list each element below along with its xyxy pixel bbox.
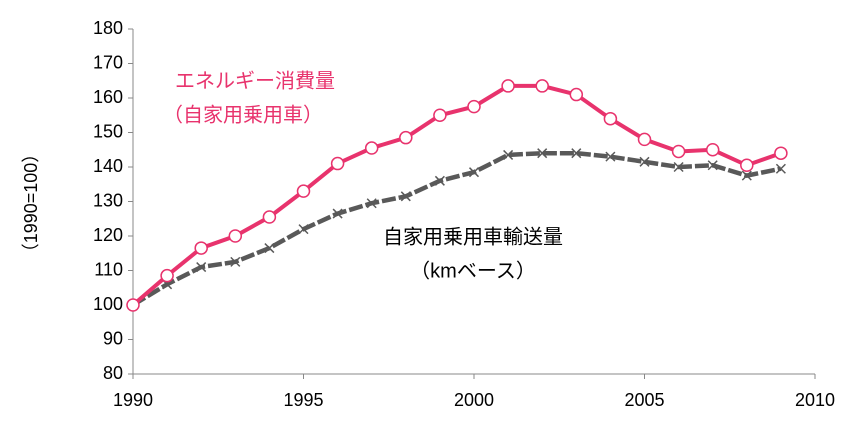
point <box>126 298 140 312</box>
point <box>503 149 514 160</box>
point <box>571 148 582 159</box>
point <box>707 160 718 171</box>
point <box>433 108 447 122</box>
point <box>605 151 616 162</box>
point <box>705 143 720 157</box>
y-tick-label: 80 <box>103 363 123 383</box>
y-tick-label: 170 <box>93 52 123 72</box>
x-tick-label: 1995 <box>283 390 323 410</box>
series-line <box>131 150 782 307</box>
point <box>741 170 752 181</box>
point <box>639 156 650 167</box>
point <box>537 148 548 159</box>
point <box>775 163 786 174</box>
point <box>296 184 311 198</box>
point <box>637 132 652 147</box>
x-tick-label: 2005 <box>624 390 664 410</box>
point <box>196 262 207 273</box>
x-tick-label: 2010 <box>795 390 835 410</box>
point <box>332 208 343 219</box>
point <box>364 141 379 155</box>
y-tick-label: 160 <box>93 87 123 107</box>
annotation: 自家用乗用車輸送量 <box>383 225 563 248</box>
point <box>399 130 413 145</box>
annotation: エネルギー消費量 <box>175 69 335 92</box>
point <box>228 229 243 243</box>
y-axis-label: （1990=100） <box>21 145 41 262</box>
point <box>194 241 208 255</box>
y-tick-label: 90 <box>103 328 123 348</box>
point <box>467 99 481 114</box>
point <box>262 210 277 224</box>
y-tick-label: 110 <box>94 259 123 279</box>
point <box>434 175 445 186</box>
point <box>671 144 686 159</box>
y-tick-label: 100 <box>93 294 123 314</box>
point <box>603 111 618 126</box>
point <box>501 79 515 93</box>
y-tick-label: 140 <box>93 156 123 176</box>
x-tick-label: 2000 <box>454 390 494 410</box>
point <box>264 243 275 254</box>
point <box>774 146 788 160</box>
point <box>740 158 754 173</box>
point <box>160 268 174 283</box>
y-tick-label: 120 <box>93 225 123 245</box>
point <box>569 87 584 102</box>
point <box>673 161 684 173</box>
annotation: （自家用乗用車） <box>163 103 323 126</box>
y-tick-label: 130 <box>93 190 123 210</box>
point <box>400 191 411 202</box>
point <box>330 156 345 171</box>
point <box>366 198 377 209</box>
y-tick-label: 180 <box>93 18 123 38</box>
point <box>468 167 480 178</box>
y-tick-label: 150 <box>93 121 123 141</box>
point <box>298 224 309 235</box>
annotation: （kmベース） <box>410 259 536 282</box>
x-tick-label: 1990 <box>113 390 153 410</box>
point <box>535 79 549 93</box>
point <box>230 256 241 267</box>
